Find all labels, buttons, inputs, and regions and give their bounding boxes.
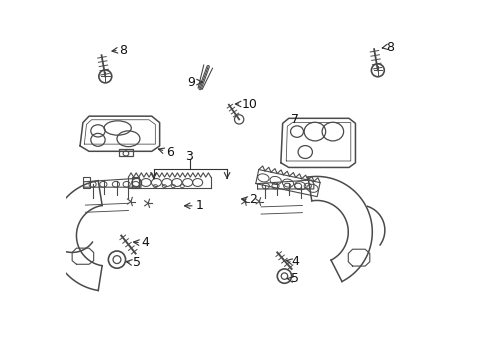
Text: 4: 4 [142, 236, 149, 249]
Bar [119, 149, 133, 156]
Text: 7: 7 [291, 113, 299, 126]
Text: 8: 8 [386, 41, 394, 54]
Text: 1: 1 [196, 199, 203, 212]
Text: 2: 2 [249, 193, 257, 206]
Text: 5: 5 [291, 273, 298, 285]
Bar [83, 177, 90, 188]
Text: 8: 8 [120, 44, 127, 57]
Text: 10: 10 [242, 98, 258, 111]
Text: 5: 5 [133, 256, 141, 269]
Text: 3: 3 [185, 150, 193, 163]
Bar [132, 177, 139, 188]
Text: 9: 9 [188, 76, 196, 89]
Text: 6: 6 [166, 146, 174, 159]
Text: 4: 4 [292, 255, 299, 268]
